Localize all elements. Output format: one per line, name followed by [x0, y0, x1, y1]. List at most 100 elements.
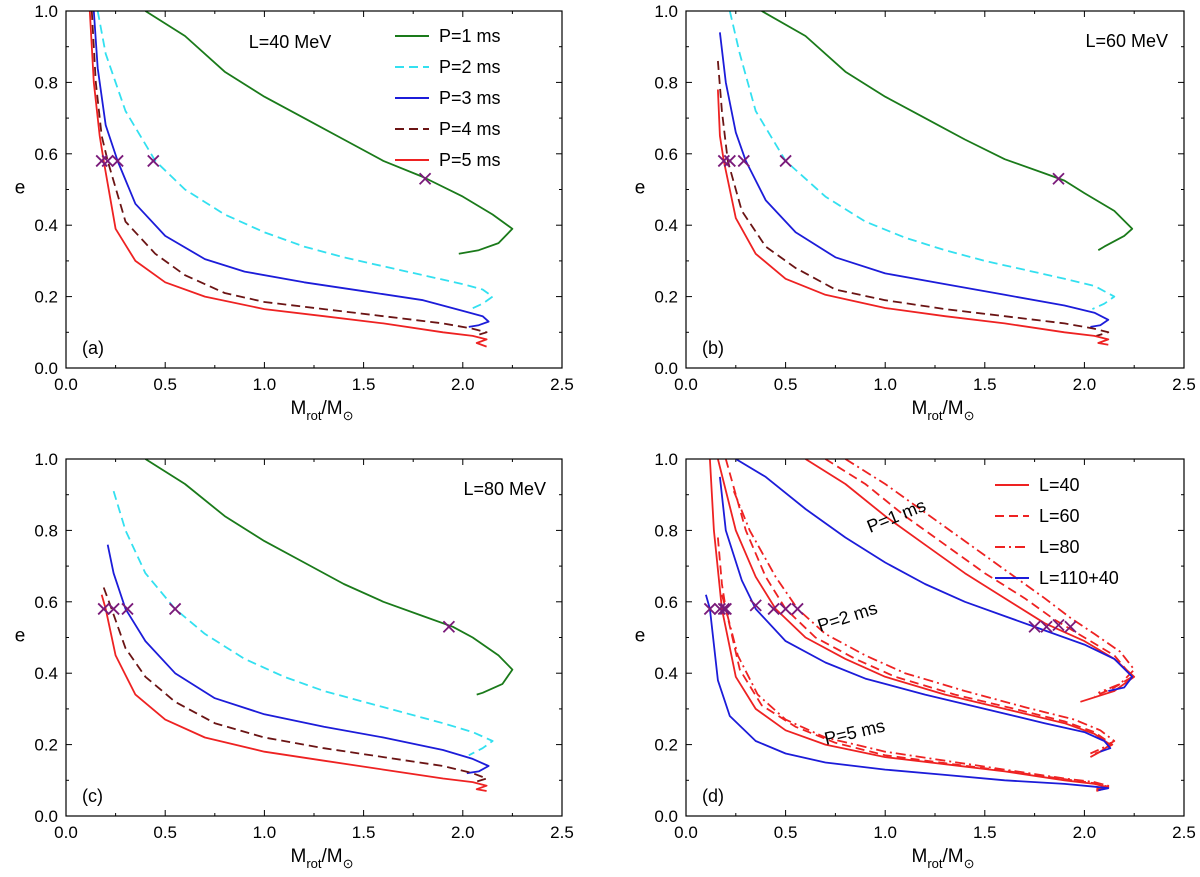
curves — [717, 11, 1134, 346]
y-tick-label: 0.0 — [34, 807, 58, 826]
marker-x — [111, 154, 124, 168]
x-axis-title-main: M — [911, 398, 927, 419]
series-p-4-ms-curve — [90, 11, 488, 337]
series-p-2-ms-curve — [112, 490, 494, 757]
legend-label: L=60 — [1039, 506, 1080, 526]
x-axis-title-mid: /M — [321, 846, 342, 867]
series-p-1-ms-curve — [144, 459, 514, 696]
y-tick-label: 0.4 — [34, 664, 58, 683]
marker-x — [779, 602, 792, 616]
series-p-4-ms-curve — [717, 60, 1110, 337]
legend-label: L=40 — [1039, 475, 1080, 495]
x-tick-label: 2.0 — [451, 823, 475, 842]
y-tick-label: 0.0 — [654, 807, 678, 826]
panel-label: (b) — [702, 338, 724, 358]
x-axis-title-sun: ⊙ — [964, 856, 975, 871]
x-axis-title-sun: ⊙ — [964, 408, 975, 423]
y-axis-title: e — [635, 178, 646, 199]
series-l-80-curve-2 — [732, 490, 1116, 755]
series-l-80-curve-1 — [844, 459, 1136, 694]
panel-label: (a) — [82, 338, 104, 358]
y-tick-label: 0.2 — [654, 288, 678, 307]
marker-x — [737, 154, 750, 168]
x-axis-title: Mrot/M⊙ — [290, 398, 353, 423]
x-tick-label: 0.0 — [54, 375, 78, 394]
x-tick-label: 2.5 — [550, 823, 574, 842]
y-tick-label: 1.0 — [34, 2, 58, 21]
x-tick-label: 1.0 — [873, 375, 897, 394]
x-tick-label: 2.0 — [1073, 823, 1097, 842]
y-tick-label: 0.4 — [654, 216, 678, 235]
series-p-3-ms-curve — [106, 544, 490, 775]
series-p-3-ms-curve — [719, 32, 1110, 328]
x-axis-title-main: M — [911, 846, 927, 867]
x-axis-title-sub: rot — [306, 408, 322, 423]
marker-x — [147, 154, 160, 168]
curves — [705, 459, 1136, 792]
panel-label: (c) — [82, 786, 103, 806]
x-tick-label: 2.0 — [1073, 375, 1097, 394]
marker-x — [95, 154, 108, 168]
marker-x — [779, 154, 792, 168]
x-axis-title-main: M — [290, 398, 306, 419]
legend-label: P=4 ms — [439, 119, 501, 139]
legend-label: P=2 ms — [439, 57, 501, 77]
curves — [100, 459, 514, 792]
series-l-60-curve-1 — [824, 459, 1134, 698]
panel-label: (d) — [702, 786, 724, 806]
y-tick-label: 0.2 — [654, 736, 678, 755]
x-tick-label: 1.5 — [973, 375, 997, 394]
series-p-5-ms-curve — [717, 89, 1110, 346]
x-tick-label: 0.5 — [774, 823, 798, 842]
marker-x — [719, 602, 732, 616]
y-tick-label: 0.2 — [34, 736, 58, 755]
series-p-5-ms-curve — [100, 594, 488, 792]
y-tick-label: 0.6 — [34, 593, 58, 612]
series-p-1-ms-curve — [761, 11, 1134, 251]
marker-x — [723, 154, 736, 168]
marker-x — [121, 602, 134, 616]
x-axis-title-mid: /M — [321, 398, 342, 419]
x-axis-title-sub: rot — [927, 856, 943, 871]
series-l-80-curve-3 — [721, 594, 1110, 791]
series-p-3-ms-curve — [92, 11, 490, 328]
y-tick-label: 0.8 — [654, 521, 678, 540]
chart-panel-3: 0.0 0.5 1.0 1.5 2.0 2.5 0.0 0.2 0.4 0.6 0.8 1.0 Mrot… — [15, 450, 574, 871]
x-axis-title: Mrot/M⊙ — [911, 398, 974, 423]
y-tick-label: 0.8 — [34, 521, 58, 540]
x-axis-title: Mrot/M⊙ — [911, 846, 974, 871]
x-tick-label: 0.0 — [54, 823, 78, 842]
y-tick-label: 1.0 — [654, 2, 678, 21]
x-tick-label: 2.0 — [451, 375, 475, 394]
marker-x — [791, 602, 804, 616]
marker-x — [418, 172, 432, 185]
plot-frame — [65, 10, 563, 369]
x-axis-title-sun: ⊙ — [343, 408, 354, 423]
x-tick-label: 0.5 — [774, 375, 798, 394]
chart-panel-2: 0.0 0.5 1.0 1.5 2.0 2.5 0.0 0.2 0.4 0.6 0.8 1.0 Mrot… — [635, 2, 1196, 423]
x-tick-label: 0.5 — [153, 823, 177, 842]
x-tick-label: 1.5 — [973, 823, 997, 842]
x-tick-label: 0.0 — [674, 823, 698, 842]
y-tick-label: 0.4 — [654, 664, 678, 683]
y-tick-label: 0.2 — [34, 288, 58, 307]
y-tick-label: 1.0 — [654, 450, 678, 469]
marker-x — [442, 620, 456, 633]
y-axis-title: e — [635, 626, 646, 647]
series-l-110-40-curve-2 — [719, 476, 1112, 753]
series-p-1-ms-curve — [144, 11, 514, 255]
series-p-2-ms-curve — [96, 11, 494, 310]
legend-label: P=5 ms — [439, 150, 501, 170]
plot-frame — [65, 458, 563, 817]
x-tick-label: 2.5 — [550, 375, 574, 394]
series-l-40-curve-3 — [709, 459, 1110, 792]
marker-x — [1052, 172, 1065, 185]
x-axis-title-mid: /M — [942, 398, 963, 419]
chart-panel-4: 0.0 0.5 1.0 1.5 2.0 2.5 0.0 0.2 0.4 0.6 0.8 1.0 Mrot… — [635, 450, 1196, 871]
marker-x — [1040, 620, 1053, 633]
curve-label: P=1 ms — [864, 495, 929, 537]
curve-label: P=5 ms — [822, 716, 886, 749]
legend-label: L=110+40 — [1039, 568, 1119, 588]
x-axis-title-main: M — [290, 846, 306, 867]
